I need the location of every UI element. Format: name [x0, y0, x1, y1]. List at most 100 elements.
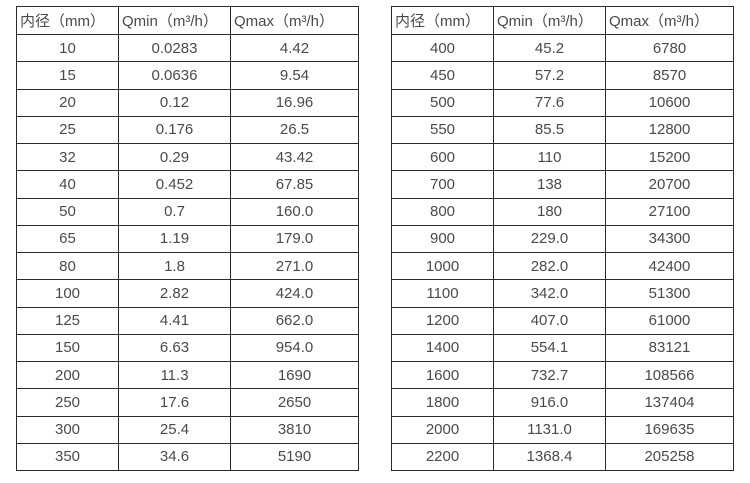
table-row: 25 0.176 26.5 [16, 115, 359, 145]
table-row: 250 17.6 2650 [16, 388, 359, 417]
table-cell: 27100 [605, 197, 734, 226]
table-row: 100 2.82 424.0 [16, 279, 359, 308]
table-cell: 137404 [605, 388, 734, 417]
table-cell: 2200 [391, 442, 494, 472]
table-cell: 85.5 [493, 115, 606, 145]
table-row: 15 0.0636 9.54 [16, 61, 359, 90]
table-row: 2000 1131.0 169635 [391, 415, 734, 444]
table-cell: 20 [16, 88, 119, 117]
flow-table-large-diameters: 内径（mm） Qmin（m³/h） Qmax（m³/h） 400 45.2 6780 45… [391, 6, 734, 472]
table-cell: 916.0 [493, 388, 606, 417]
table-cell: 0.7 [118, 197, 231, 226]
table-cell: 2650 [230, 388, 359, 417]
table-cell: 67.85 [230, 170, 359, 199]
table-row: 200 11.3 1690 [16, 360, 359, 390]
table-cell: 271.0 [230, 251, 359, 281]
table-cell: 8570 [605, 61, 734, 90]
table-cell: 150 [16, 333, 119, 363]
table-row: 450 57.2 8570 [391, 61, 734, 90]
table-cell: 1800 [391, 388, 494, 417]
table-row: 125 4.41 662.0 [16, 306, 359, 335]
table-cell: 1.8 [118, 251, 231, 281]
table-cell: 160.0 [230, 197, 359, 226]
table-cell: 110 [493, 142, 606, 172]
table-cell: 1000 [391, 251, 494, 281]
table-cell: 34300 [605, 224, 734, 254]
table-cell: 1368.4 [493, 442, 606, 472]
table-cell: 500 [391, 88, 494, 117]
table-cell: 83121 [605, 333, 734, 363]
table-cell: 169635 [605, 415, 734, 444]
column-header: Qmin（m³/h） [493, 6, 606, 35]
table-row: 600 110 15200 [391, 142, 734, 172]
table-cell: 65 [16, 224, 119, 254]
table-row: 1600 732.7 108566 [391, 360, 734, 390]
table-cell: 300 [16, 415, 119, 444]
table-cell: 34.6 [118, 442, 231, 472]
table-cell: 0.452 [118, 170, 231, 199]
table-cell: 11.3 [118, 360, 231, 390]
table-cell: 954.0 [230, 333, 359, 363]
table-row: 800 180 27100 [391, 197, 734, 226]
table-cell: 4.42 [230, 33, 359, 63]
column-header: Qmax（m³/h） [230, 6, 359, 35]
table-cell: 10600 [605, 88, 734, 117]
table-cell: 16.96 [230, 88, 359, 117]
table-row: 900 229.0 34300 [391, 224, 734, 254]
table-cell: 77.6 [493, 88, 606, 117]
table-cell: 57.2 [493, 61, 606, 90]
table-cell: 6780 [605, 33, 734, 63]
table-cell: 282.0 [493, 251, 606, 281]
table-cell: 10 [16, 33, 119, 63]
table-row: 350 34.6 5190 [16, 442, 359, 472]
table-cell: 1.19 [118, 224, 231, 254]
column-header: 内径（mm） [391, 6, 494, 35]
table-cell: 0.12 [118, 88, 231, 117]
table-cell: 0.0283 [118, 33, 231, 63]
table-row: 65 1.19 179.0 [16, 224, 359, 254]
table-cell: 4.41 [118, 306, 231, 335]
table-row: 1200 407.0 61000 [391, 306, 734, 335]
table-cell: 1600 [391, 360, 494, 390]
column-header: Qmax（m³/h） [605, 6, 734, 35]
header-row: 内径（mm） Qmin（m³/h） Qmax（m³/h） [16, 6, 359, 35]
table-cell: 205258 [605, 442, 734, 472]
table-row: 1800 916.0 137404 [391, 388, 734, 417]
table-cell: 180 [493, 197, 606, 226]
table-row: 40 0.452 67.85 [16, 170, 359, 199]
table-cell: 342.0 [493, 279, 606, 308]
table-cell: 15200 [605, 142, 734, 172]
table-row: 10 0.0283 4.42 [16, 33, 359, 63]
table-cell: 800 [391, 197, 494, 226]
table-cell: 125 [16, 306, 119, 335]
table-row: 20 0.12 16.96 [16, 88, 359, 117]
table-cell: 900 [391, 224, 494, 254]
table-cell: 450 [391, 61, 494, 90]
table-cell: 600 [391, 142, 494, 172]
table-row: 1400 554.1 83121 [391, 333, 734, 363]
table-cell: 51300 [605, 279, 734, 308]
table-row: 50 0.7 160.0 [16, 197, 359, 226]
table-cell: 5190 [230, 442, 359, 472]
table-cell: 407.0 [493, 306, 606, 335]
table-row: 150 6.63 954.0 [16, 333, 359, 363]
header-row: 内径（mm） Qmin（m³/h） Qmax（m³/h） [391, 6, 734, 35]
table-cell: 80 [16, 251, 119, 281]
table-row: 500 77.6 10600 [391, 88, 734, 117]
table-cell: 1690 [230, 360, 359, 390]
table-cell: 100 [16, 279, 119, 308]
table-cell: 20700 [605, 170, 734, 199]
table-row: 2200 1368.4 205258 [391, 442, 734, 472]
table-row: 32 0.29 43.42 [16, 142, 359, 172]
column-header: Qmin（m³/h） [118, 6, 231, 35]
table-cell: 200 [16, 360, 119, 390]
table-cell: 229.0 [493, 224, 606, 254]
table-row: 80 1.8 271.0 [16, 251, 359, 281]
table-cell: 424.0 [230, 279, 359, 308]
table-cell: 50 [16, 197, 119, 226]
table-cell: 6.63 [118, 333, 231, 363]
table-cell: 0.176 [118, 115, 231, 145]
table-cell: 12800 [605, 115, 734, 145]
table-cell: 400 [391, 33, 494, 63]
table-cell: 250 [16, 388, 119, 417]
